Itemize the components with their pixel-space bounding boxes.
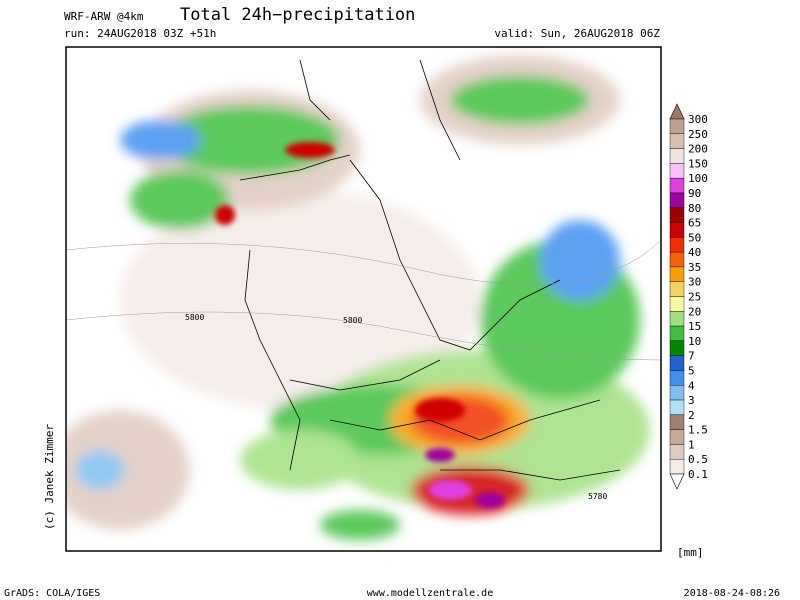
colorbar-cap [669,103,685,120]
colorbar-swatch [669,459,685,475]
contour-label: 5780 [588,492,607,501]
colorbar-swatch [669,177,685,194]
colorbar-label: 1.5 [688,424,708,437]
colorbar-label: 50 [688,231,701,244]
colorbar-swatch [669,133,685,149]
colorbar-label: 100 [688,172,708,185]
colorbar-swatch [669,222,685,238]
map [66,47,661,551]
colorbar-cap [669,473,685,490]
colorbar-label: 0.1 [688,468,708,481]
footer-right: 2018-08-24-08:26 [684,588,780,599]
colorbar-swatch [669,296,685,312]
colorbar-label: 65 [688,217,701,230]
colorbar-swatch [669,399,685,416]
colorbar-swatch [669,414,685,430]
unit-label: [mm] [677,546,704,559]
colorbar-label: 40 [688,246,701,259]
colorbar-label: 5 [688,364,695,377]
map-title: Total 24h−precipitation [180,5,415,25]
colorbar-label: 250 [688,128,708,141]
footer-left: GrADS: COLA/IGES [4,588,100,599]
model-label: WRF-ARW @4km [64,10,144,23]
colorbar-label: 0.5 [688,453,708,466]
colorbar-swatch [669,207,685,223]
colorbar-label: 2 [688,409,695,422]
colorbar-label: 30 [688,276,701,289]
colorbar-swatch [669,163,685,179]
colorbar-label: 4 [688,379,695,392]
colorbar-swatch [669,355,685,371]
colorbar-label: 1 [688,438,695,451]
map-frame [65,46,662,552]
run-label: run: 24AUG2018 03Z +51h [64,27,216,40]
colorbar-label: 150 [688,157,708,170]
colorbar-label: 300 [688,113,708,126]
colorbar-swatch [669,444,685,460]
colorbar-label: 7 [688,350,695,363]
colorbar-label: 25 [688,291,701,304]
colorbar-label: 200 [688,143,708,156]
colorbar-label: 15 [688,320,701,333]
colorbar-swatch [669,340,685,356]
colorbar-swatch [669,237,685,253]
colorbar-label: 10 [688,335,701,348]
colorbar-swatch [669,311,685,327]
colorbar-swatch [669,370,685,386]
credit: (c) Janek Zimmer [43,424,56,530]
colorbar-swatch [669,266,685,282]
colorbar-swatch [669,385,685,401]
colorbar-swatch [669,325,685,342]
contour-label: 5800 [343,316,362,325]
colorbar-swatch [669,281,685,297]
colorbar-label: 80 [688,202,701,215]
colorbar-swatch [669,192,685,208]
colorbar-label: 3 [688,394,695,407]
contour-label: 5800 [185,313,204,322]
footer-center: www.modellzentrale.de [367,588,493,599]
colorbar-label: 35 [688,261,701,274]
valid-label: valid: Sun, 26AUG2018 06Z [494,27,660,40]
colorbar-label: 90 [688,187,701,200]
colorbar-label: 20 [688,305,701,318]
colorbar-swatch [669,429,685,445]
colorbar-swatch [669,251,685,268]
colorbar-swatch [669,118,685,134]
colorbar-swatch [669,148,685,164]
